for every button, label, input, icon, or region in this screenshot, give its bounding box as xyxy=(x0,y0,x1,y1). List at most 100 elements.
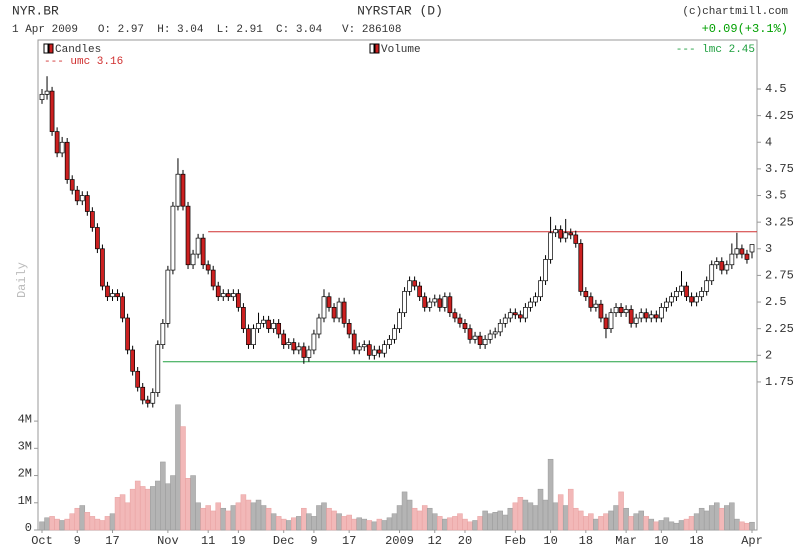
candle-body xyxy=(749,244,755,253)
candle-body xyxy=(170,205,176,271)
volume-bar xyxy=(653,521,660,531)
volume-bar xyxy=(331,510,337,531)
volume-bar xyxy=(426,507,433,531)
candle-body xyxy=(507,312,513,319)
volume-bar xyxy=(336,513,342,531)
candle-body xyxy=(684,285,689,298)
candle-body xyxy=(648,314,654,319)
candle-body xyxy=(165,269,171,324)
candle-body xyxy=(744,253,750,260)
volume-bar xyxy=(623,507,629,531)
candle-body xyxy=(467,328,473,340)
volume-bar xyxy=(517,497,524,531)
volume-bar xyxy=(275,516,282,531)
candle-body xyxy=(90,211,95,228)
candle-body xyxy=(412,280,417,287)
volume-bar xyxy=(175,404,181,531)
candle-body xyxy=(125,317,130,351)
volume-bar xyxy=(280,518,287,531)
volume-bar xyxy=(714,502,720,531)
candle-body xyxy=(739,248,745,255)
volume-bar xyxy=(49,516,55,531)
candle-body xyxy=(241,307,246,330)
axis-title: Daily xyxy=(15,262,29,298)
volume-bar xyxy=(356,517,362,531)
y2-tick-label: 4M xyxy=(18,412,32,426)
y-tick-label: 4 xyxy=(765,135,772,149)
volume-bar xyxy=(321,502,327,531)
quote: 1 Apr 2009 O: 2.97 H: 3.04 L: 2.91 C: 3.… xyxy=(12,24,401,36)
volume-bar xyxy=(44,517,50,531)
candle-body xyxy=(185,205,191,266)
x-tick-label: Apr xyxy=(741,534,763,548)
candle-body xyxy=(397,312,402,330)
y-tick-label: 2.75 xyxy=(765,269,794,283)
candle-body xyxy=(387,338,392,346)
volume-bar xyxy=(613,505,619,531)
volume-bar xyxy=(306,513,312,531)
candle-body xyxy=(195,237,201,255)
volume-bar xyxy=(512,502,519,531)
legend-label: Candles xyxy=(55,44,101,56)
candle-body xyxy=(130,349,135,372)
candle-body xyxy=(281,333,287,346)
candle-body xyxy=(548,232,553,260)
candle-body xyxy=(311,333,317,351)
candle-body xyxy=(54,131,60,154)
candle-body xyxy=(236,293,241,308)
volume-bar xyxy=(537,488,544,531)
volume-bar xyxy=(210,510,216,531)
volume-bar xyxy=(351,518,357,531)
volume-bar xyxy=(673,522,680,531)
candle-body xyxy=(291,342,297,351)
volume-bar xyxy=(250,502,257,531)
volume-bar xyxy=(301,507,307,531)
volume-bar xyxy=(447,517,453,531)
volume-bar xyxy=(497,510,503,531)
volume-bar xyxy=(180,426,186,531)
candle-body xyxy=(638,312,644,319)
candle-body xyxy=(100,248,105,287)
volume-bar xyxy=(346,514,352,531)
volume-bar xyxy=(270,513,277,531)
candle-body xyxy=(382,344,387,354)
volume-bar xyxy=(104,516,111,531)
candle-body xyxy=(523,307,528,319)
candle-body xyxy=(276,322,282,335)
candle-body xyxy=(497,322,503,333)
volume-bar xyxy=(54,518,60,531)
candle-body xyxy=(512,312,518,316)
volume-bar xyxy=(487,513,493,531)
candle-body xyxy=(553,229,558,234)
volume-bar xyxy=(739,521,745,531)
volume-bar xyxy=(255,499,262,531)
volume-bar xyxy=(265,507,272,531)
x-tick-label: 12 xyxy=(428,534,442,548)
candle-body xyxy=(689,296,694,303)
volume-bar xyxy=(371,521,378,531)
volume-bar xyxy=(683,518,690,531)
volume-bar xyxy=(376,518,383,531)
candle-body xyxy=(729,253,735,266)
candle-body xyxy=(714,261,720,266)
credit: (c)chartmill.com xyxy=(682,6,788,18)
y2-tick-label: 1M xyxy=(18,494,32,508)
candle-body xyxy=(568,232,574,236)
volume-bar xyxy=(129,488,136,531)
volume-bar xyxy=(245,499,252,531)
candle-body xyxy=(356,346,362,351)
volume-bar xyxy=(94,518,101,531)
volume-bar xyxy=(693,513,700,531)
candle-body xyxy=(603,317,609,330)
candle-body xyxy=(180,173,186,207)
candle-body xyxy=(447,296,453,314)
candle-body xyxy=(39,93,45,101)
candle-body xyxy=(472,335,478,340)
volume-bar xyxy=(119,494,126,531)
candle-body xyxy=(598,303,604,319)
x-tick-label: 18 xyxy=(579,534,593,548)
volume-bar xyxy=(703,510,710,531)
x-tick-label: 11 xyxy=(201,534,215,548)
volume-bar xyxy=(190,475,196,531)
volume-bar xyxy=(573,507,579,531)
